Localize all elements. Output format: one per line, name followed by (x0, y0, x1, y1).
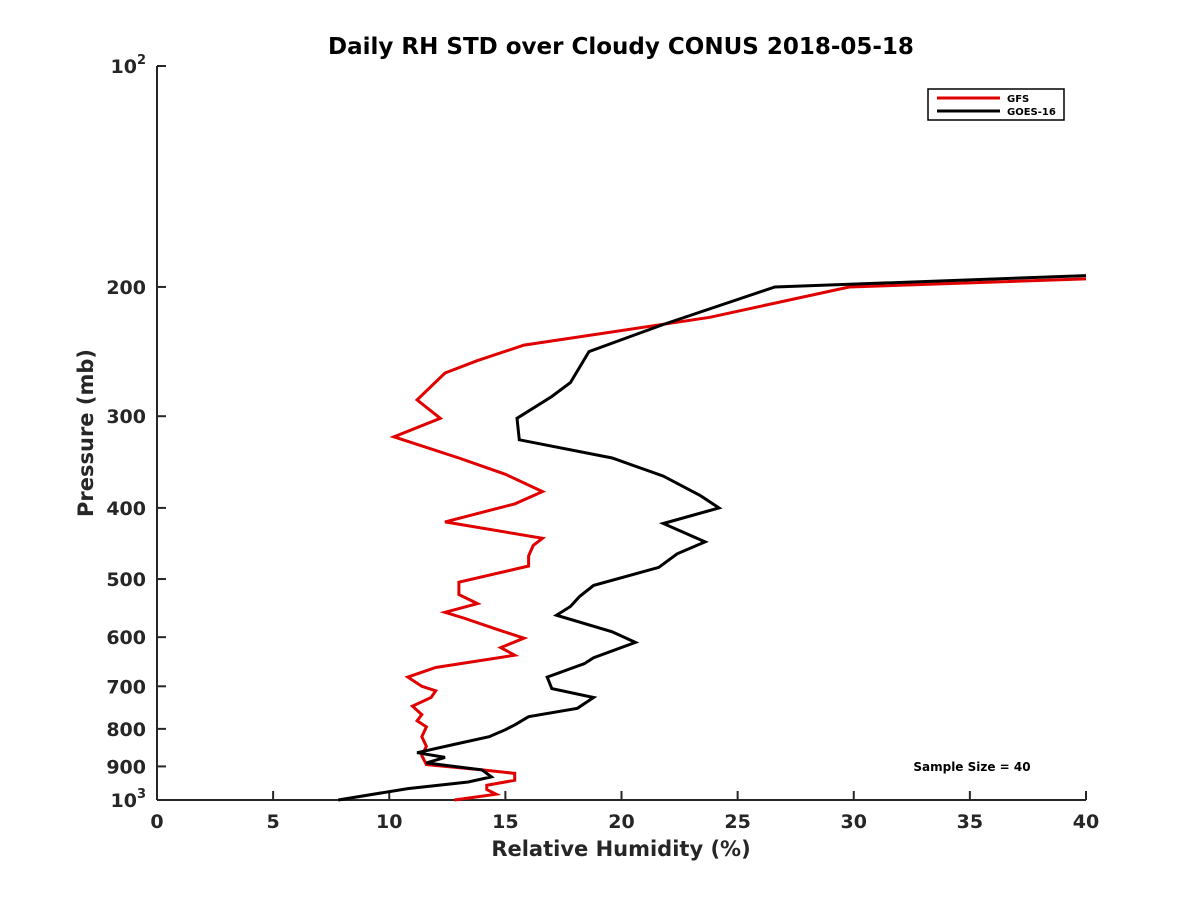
x-tick-label: 30 (841, 811, 867, 833)
legend-box (927, 88, 1065, 121)
chart-title: Daily RH STD over Cloudy CONUS 2018-05-1… (328, 34, 914, 60)
axes: 0 5 10 15 20 25 30 35 40 102 200 300 400 500 600 700 800… (106, 53, 1099, 833)
y-tick-label: 900 (106, 756, 146, 778)
y-tick-label: 103 (111, 787, 147, 812)
legend: GFS GOES-16 (927, 88, 1065, 121)
y-tick-label: 400 (106, 498, 146, 520)
y-tick-label: 200 (106, 277, 146, 299)
y-tick-label: 102 (111, 53, 147, 78)
x-tick-label: 40 (1073, 811, 1099, 833)
x-tick-label: 5 (267, 811, 280, 833)
x-tick-label: 20 (608, 811, 634, 833)
y-tick-label: 800 (106, 719, 146, 741)
x-tick-label: 0 (150, 811, 163, 833)
x-tick-label: 35 (957, 811, 983, 833)
series-line-gfs (389, 277, 1087, 802)
legend-label: GOES-16 (1007, 107, 1056, 118)
y-axis-label: Pressure (mb) (74, 349, 98, 517)
y-tick-label: 300 (106, 406, 146, 428)
series-layer (337, 274, 1087, 802)
x-tick-label: 15 (492, 811, 518, 833)
legend-label: GFS (1007, 94, 1029, 105)
x-tick-label: 10 (376, 811, 402, 833)
x-axis-label: Relative Humidity (%) (491, 837, 750, 861)
sample-size-annotation: Sample Size = 40 (913, 760, 1030, 774)
y-tick-label: 600 (106, 627, 146, 649)
y-tick-label: 700 (106, 676, 146, 698)
series-line-goes-16 (337, 274, 1087, 802)
x-tick-label: 25 (724, 811, 750, 833)
y-tick-label: 500 (106, 569, 146, 591)
